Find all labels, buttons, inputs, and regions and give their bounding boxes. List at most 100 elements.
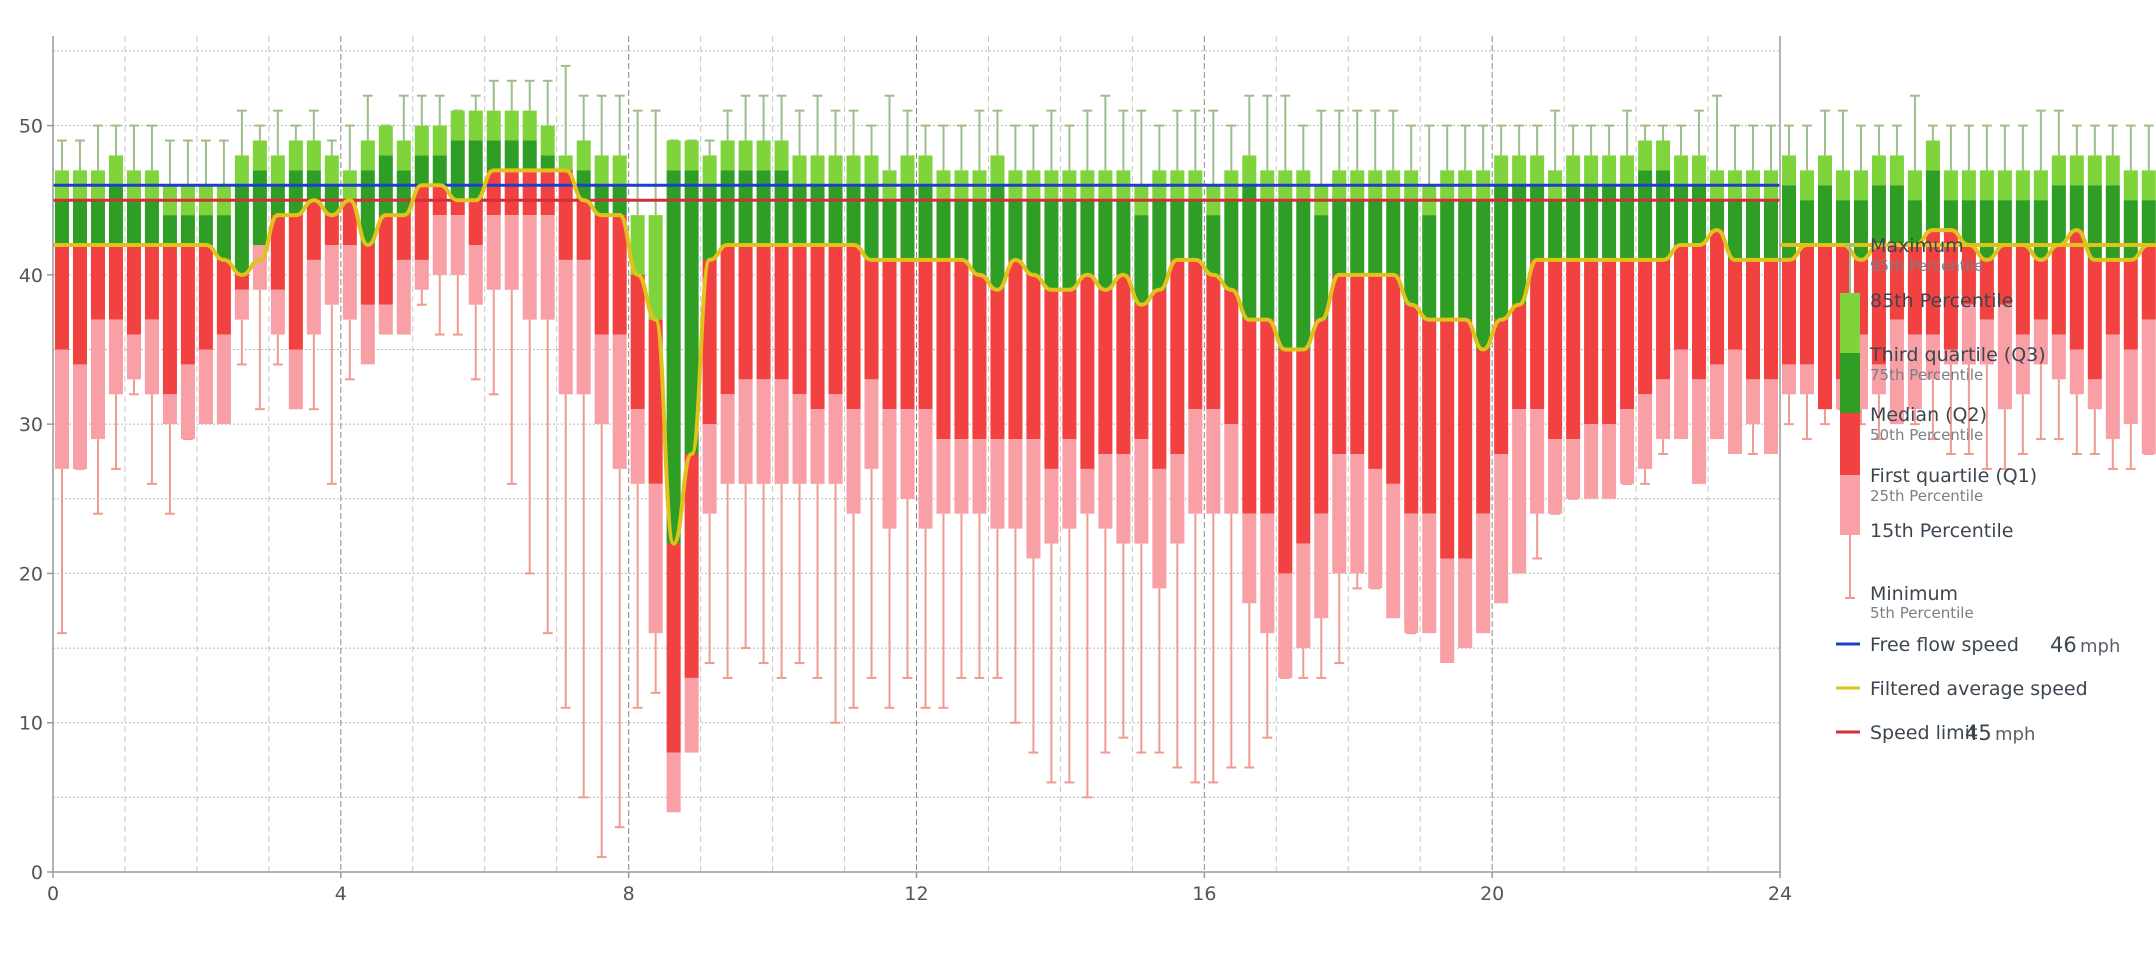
box-bin — [774, 94, 789, 679]
band-median — [1925, 230, 1940, 335]
box-bin — [378, 124, 393, 335]
band-q1 — [234, 289, 249, 320]
band-q3 — [1566, 185, 1581, 260]
band-q3 — [90, 200, 105, 245]
band-median — [1728, 259, 1743, 350]
band-p85 — [1961, 170, 1976, 201]
band-q1 — [1404, 513, 1419, 634]
box-bin — [1206, 109, 1221, 784]
band-p85 — [432, 125, 447, 156]
band-median — [72, 245, 88, 365]
band-p85 — [252, 140, 267, 171]
band-q3 — [1817, 185, 1832, 245]
band-q3 — [1602, 185, 1617, 260]
legend-maximum-label: Maximum — [1870, 235, 1964, 257]
band-q1 — [1494, 454, 1509, 604]
band-q1 — [414, 259, 429, 290]
band-median — [1907, 245, 1922, 335]
band-median — [1674, 245, 1689, 350]
box-bin — [1494, 124, 1509, 604]
band-q1 — [828, 394, 843, 484]
band-q3 — [1476, 200, 1491, 350]
band-p85 — [1674, 155, 1689, 186]
band-q1 — [72, 364, 88, 469]
band-q1 — [288, 349, 303, 410]
band-q3 — [1008, 200, 1023, 260]
band-q3 — [2033, 200, 2048, 260]
box-bin — [288, 124, 303, 410]
band-q3 — [360, 170, 375, 245]
box-bin — [306, 109, 321, 411]
band-median — [1242, 319, 1257, 514]
band-p85 — [918, 155, 933, 186]
legend-speed-limit-value: 45 — [1965, 721, 1992, 745]
band-median — [1422, 319, 1437, 514]
box-bin — [630, 109, 645, 709]
box-bin — [504, 79, 519, 485]
band-q3 — [450, 140, 465, 201]
band-q1 — [54, 349, 70, 469]
band-q1 — [378, 304, 393, 335]
band-median — [234, 274, 249, 290]
band-q3 — [792, 185, 807, 245]
band-q3 — [126, 200, 141, 245]
band-median — [882, 259, 897, 410]
band-q1 — [360, 304, 375, 365]
band-q1 — [1422, 513, 1437, 634]
band-q3 — [774, 170, 789, 245]
band-q3 — [144, 200, 159, 245]
band-median — [1692, 245, 1707, 380]
band-q1 — [1728, 349, 1743, 454]
band-q1 — [1242, 513, 1257, 604]
band-median — [1710, 230, 1725, 365]
band-p85 — [666, 140, 681, 171]
x-tick-label: 8 — [623, 883, 635, 905]
band-median — [108, 245, 123, 320]
band-median — [306, 200, 321, 260]
box-bin — [1242, 94, 1257, 769]
band-q3 — [1728, 200, 1743, 260]
band-q1 — [1745, 379, 1761, 425]
box-bin — [1170, 109, 1185, 769]
band-q3 — [288, 170, 303, 216]
band-q3 — [1871, 185, 1886, 245]
band-q3 — [504, 140, 519, 171]
band-p85 — [1530, 155, 1545, 186]
band-q1 — [432, 215, 447, 275]
box-bin — [2087, 124, 2102, 455]
box-bin — [342, 124, 357, 381]
band-q3 — [1656, 170, 1671, 260]
band-p85 — [1566, 155, 1581, 186]
band-q1 — [2087, 379, 2102, 410]
band-p85 — [324, 155, 339, 186]
band-q3 — [1943, 200, 1958, 231]
box-bin — [882, 94, 897, 709]
band-median — [324, 215, 339, 245]
band-q1 — [792, 394, 807, 484]
band-q3 — [864, 185, 879, 260]
box-bin — [414, 94, 429, 306]
band-median — [1260, 319, 1275, 514]
band-median — [1008, 259, 1023, 440]
band-q1 — [216, 334, 231, 425]
band-q3 — [954, 200, 969, 260]
band-q1 — [972, 439, 987, 514]
band-p85 — [1638, 140, 1653, 171]
band-q1 — [1907, 334, 1922, 410]
box-bin — [234, 109, 249, 366]
legend-q1-sub: 25th Percentile — [1870, 487, 1983, 505]
box-bin — [540, 79, 555, 635]
band-median — [1656, 259, 1671, 380]
band-q1 — [1224, 424, 1239, 514]
box-bin — [54, 139, 70, 635]
band-p85 — [450, 110, 465, 141]
band-q3 — [1907, 200, 1922, 245]
band-p85 — [414, 125, 429, 156]
box-bin — [1062, 124, 1077, 784]
band-q3 — [1314, 215, 1329, 320]
band-q3 — [216, 215, 231, 260]
band-p85 — [2069, 155, 2084, 186]
box-bin — [1080, 109, 1095, 799]
box-bin — [1116, 109, 1131, 739]
